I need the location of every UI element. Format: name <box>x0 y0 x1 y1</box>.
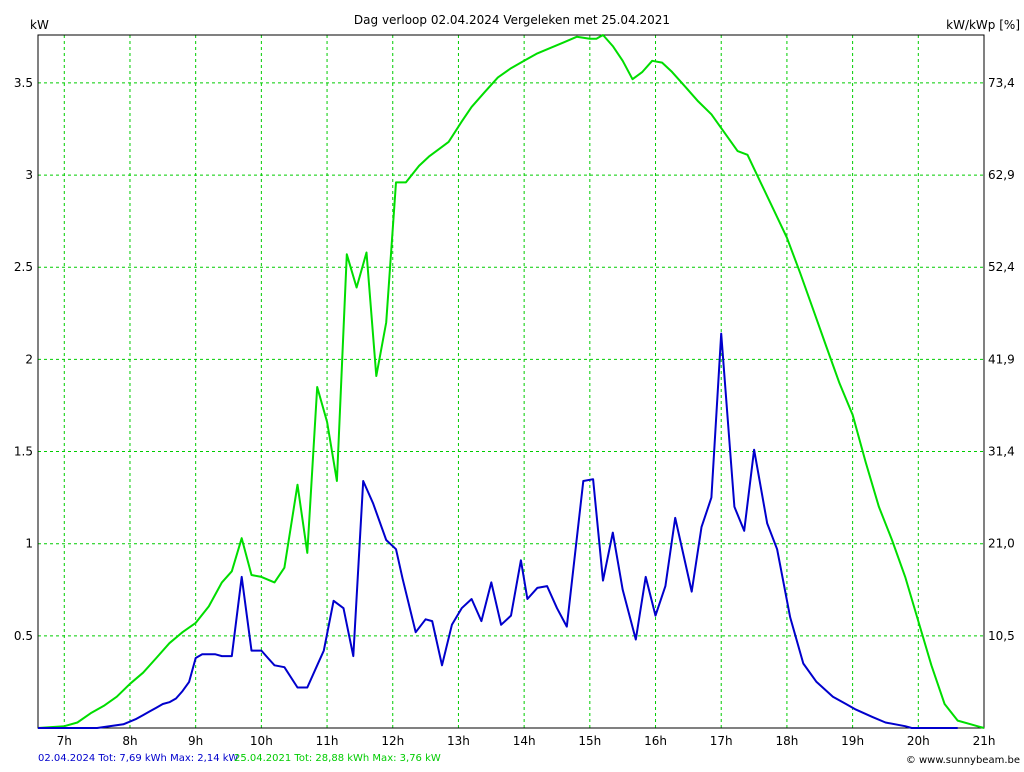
x-tick-label: 8h <box>122 734 137 748</box>
x-tick-label: 15h <box>578 734 601 748</box>
y-axis-left-label: kW <box>30 18 49 32</box>
y-tick-label-right: 10,5 <box>988 629 1015 643</box>
y-tick-label-right: 73,4 <box>988 76 1015 90</box>
x-tick-label: 17h <box>710 734 733 748</box>
tick-labels: 7h 8h 9h 10h 11h 12h 13h 14h 15h 16h 17h 18h 19h 20h 2… <box>14 76 1015 748</box>
x-tick-label: 16h <box>644 734 667 748</box>
y-tick-label-right: 31,4 <box>988 445 1015 459</box>
copyright: © www.sunnybeam.be <box>906 755 1020 766</box>
y-tick-label-left: 1.5 <box>14 445 33 459</box>
y-tick-label-left: 3 <box>25 168 33 182</box>
chart-title: Dag verloop 02.04.2024 Vergeleken met 25… <box>354 13 670 27</box>
series-line-2021 <box>37 34 985 729</box>
y-tick-label-left: 1 <box>25 537 33 551</box>
x-tick-label: 21h <box>973 734 996 748</box>
y-tick-label-right: 52,4 <box>988 260 1015 274</box>
x-tick-label: 10h <box>250 734 273 748</box>
y-tick-label-left: 3.5 <box>14 76 33 90</box>
y-tick-label-right: 62,9 <box>988 168 1015 182</box>
series-layer <box>37 34 985 729</box>
x-tick-label: 13h <box>447 734 470 748</box>
y-tick-label-right: 41,9 <box>988 352 1015 366</box>
series-line-2024 <box>38 332 958 729</box>
y-tick-label-left: 2.5 <box>14 260 33 274</box>
y-tick-label-left: 0.5 <box>14 629 33 643</box>
plot-frame <box>37 34 985 729</box>
x-tick-label: 14h <box>513 734 536 748</box>
x-tick-label: 20h <box>907 734 930 748</box>
y-tick-label-left: 2 <box>25 352 33 366</box>
x-tick-label: 19h <box>841 734 864 748</box>
footer-label-2021: 25.04.2021 Tot: 28,88 kWh Max: 3,76 kW <box>234 753 441 764</box>
x-tick-label: 7h <box>57 734 72 748</box>
x-tick-label: 18h <box>775 734 798 748</box>
footer-label-2024: 02.04.2024 Tot: 7,69 kWh Max: 2,14 kW <box>38 753 239 764</box>
x-tick-label: 11h <box>316 734 339 748</box>
y-tick-label-right: 21,0 <box>988 537 1015 551</box>
x-tick-label: 9h <box>188 734 203 748</box>
x-tick-label: 12h <box>381 734 404 748</box>
y-axis-right-label: kW/kWp [%] <box>946 18 1020 32</box>
